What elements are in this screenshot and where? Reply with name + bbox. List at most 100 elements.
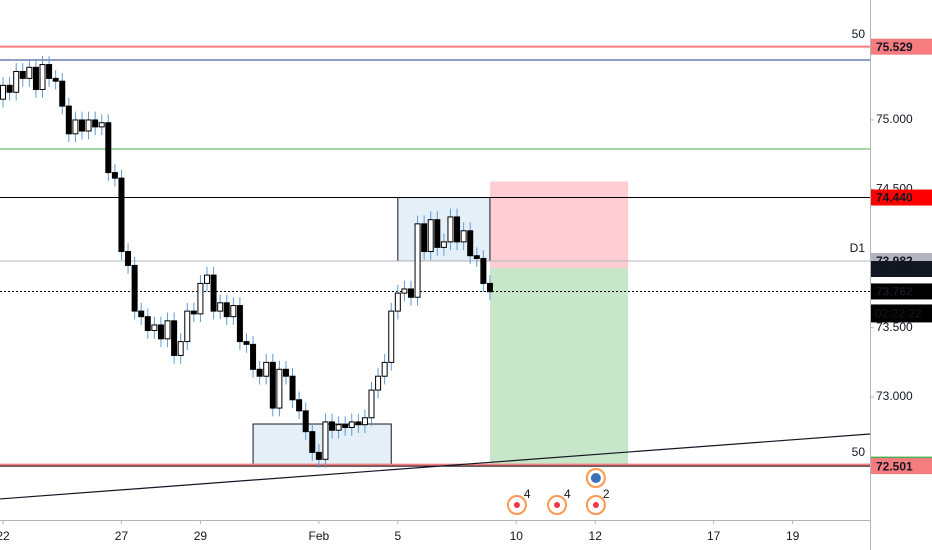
candle-body (204, 274, 211, 284)
candle-body (46, 64, 53, 79)
price-label-bg (871, 189, 932, 206)
candle-body (440, 241, 447, 248)
price-label: 72.501 (876, 459, 913, 473)
price-label: 74.440 (876, 191, 913, 205)
candle-body (289, 375, 296, 401)
candle-body (263, 361, 270, 377)
candle-body (171, 320, 178, 356)
candle-body (473, 255, 480, 259)
candle-body (157, 324, 164, 340)
event-dot (592, 502, 599, 508)
candle-body (309, 431, 316, 453)
candle-body (118, 177, 125, 253)
candle-body (217, 302, 224, 312)
price-label: 75.529 (876, 40, 913, 54)
candle-body (236, 305, 243, 343)
candle-body (394, 292, 401, 312)
candle-body (269, 361, 276, 409)
x-tick-label: 10 (510, 529, 524, 543)
candle-body (223, 302, 230, 318)
countdown-bg (871, 304, 932, 323)
candle-body (19, 70, 26, 79)
candle-body (250, 343, 257, 370)
x-tick-label: Feb (309, 529, 330, 543)
candle-body (401, 288, 408, 294)
candle-body (59, 80, 66, 107)
event-dot (590, 473, 601, 483)
candle-body (184, 310, 191, 343)
candle-body (131, 264, 138, 312)
candle-body (282, 368, 289, 377)
event-count: 4 (564, 487, 571, 501)
candle-body (13, 70, 20, 93)
candle-body (0, 84, 7, 100)
target-zone (489, 268, 629, 465)
candle-body (72, 119, 79, 135)
candle-body (164, 320, 171, 340)
candle-body (434, 219, 441, 248)
candle-body (296, 399, 303, 412)
candle-body (144, 316, 151, 332)
candle-body (329, 421, 336, 431)
candle-body (447, 216, 454, 243)
candle-body (421, 223, 428, 253)
y-tick-label: 73.000 (876, 389, 913, 403)
candle-body (65, 105, 72, 135)
candle-body (243, 341, 250, 345)
price-label-bg (871, 458, 932, 475)
candle-body (210, 274, 217, 312)
candle-body (78, 119, 85, 132)
event-dot (513, 502, 520, 508)
candle-body (177, 341, 184, 356)
candle-body (368, 389, 375, 419)
level-annotation: 50 (852, 27, 866, 41)
candle-body (138, 310, 145, 318)
x-tick-label: 12 (589, 529, 603, 543)
price-label-bg (871, 283, 932, 300)
candle-body (315, 451, 322, 460)
candle-body (111, 172, 118, 179)
candle-body (190, 310, 197, 315)
candle-body (381, 361, 388, 377)
candle-body (454, 216, 461, 243)
candle-body (98, 122, 105, 128)
plot (0, 45, 871, 500)
candle-body (92, 119, 99, 128)
x-tick-label: 22 (0, 529, 10, 543)
candle-body (348, 421, 355, 428)
price-label: 73.924 (876, 262, 913, 276)
zone-box (252, 423, 392, 466)
candle-body (105, 122, 112, 174)
price-label-bg (871, 261, 932, 278)
candle-body (427, 219, 434, 253)
candle-body (52, 77, 59, 82)
candle-body (6, 84, 13, 93)
event-count: 4 (524, 487, 531, 501)
level-annotation: 50 (852, 445, 866, 459)
x-tick-label: 5 (394, 529, 401, 543)
candle-body (197, 282, 204, 315)
candle-body (302, 410, 309, 433)
candle-body (414, 223, 421, 298)
candle-body (361, 417, 368, 426)
x-tick-label: 17 (707, 529, 721, 543)
candle-body (486, 282, 493, 293)
candle-body (32, 66, 39, 90)
candle-body (26, 66, 33, 79)
candle-body (335, 424, 342, 431)
candle-body (460, 230, 467, 243)
candle-body (322, 421, 329, 460)
trend-line (0, 433, 871, 500)
x-tick-label: 29 (194, 529, 208, 543)
candle-body (256, 368, 263, 377)
x-tick-label: 19 (786, 529, 800, 543)
candle-body (39, 64, 46, 90)
candle-body (480, 257, 487, 284)
event-dot (554, 502, 561, 508)
candle-body (85, 119, 92, 132)
candle-body (388, 310, 395, 363)
x-tick-label: 27 (115, 529, 129, 543)
event-count: 2 (603, 487, 610, 501)
candle-body (375, 375, 382, 391)
stop-zone (489, 181, 629, 269)
